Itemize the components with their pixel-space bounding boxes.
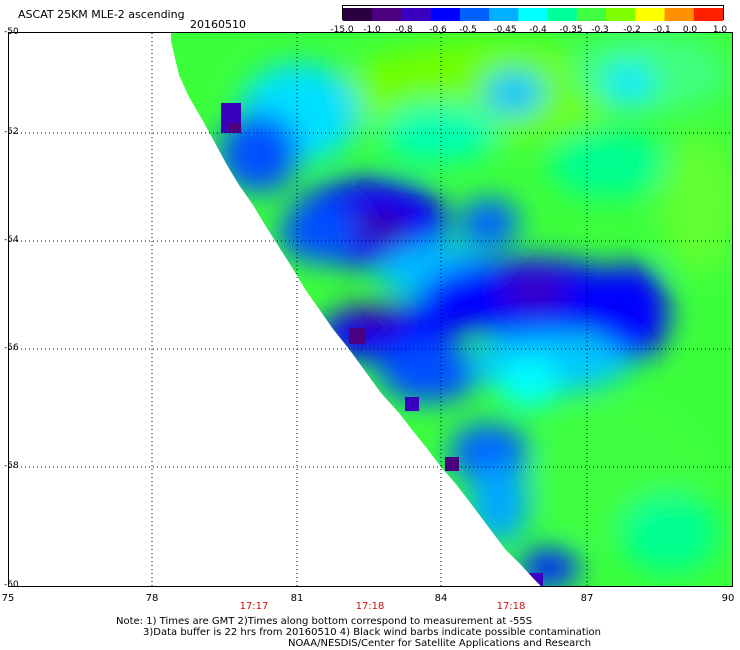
color-scale-label: -0.6 [429, 25, 447, 35]
color-scale-label: -0.8 [395, 25, 413, 35]
color-scale-gradient [343, 8, 724, 21]
color-scale-segment [459, 8, 490, 21]
map-plot-area[interactable] [8, 32, 733, 587]
map-grid [9, 33, 732, 586]
time-label: 17:18 [355, 601, 385, 612]
color-scale-label: -0.3 [591, 25, 609, 35]
color-scale-label: -0.5 [459, 25, 477, 35]
footnote-line-3: NOAA/NESDIS/Center for Satellite Applica… [288, 638, 592, 649]
color-scale-segment [664, 8, 695, 21]
color-scale-segment [693, 8, 724, 21]
latitude-label: -54 [4, 235, 19, 245]
color-scale-segment [343, 8, 373, 21]
latitude-label: -56 [4, 343, 19, 353]
color-scale-segment [372, 8, 403, 21]
wind-swath [171, 33, 732, 586]
longitude-label: 84 [434, 593, 448, 604]
color-scale-label: -0.2 [623, 25, 641, 35]
color-scale-segment [576, 8, 607, 21]
longitude-label: 78 [145, 593, 159, 604]
latitude-label: -52 [4, 127, 19, 137]
color-scale-segment [489, 8, 519, 21]
longitude-label: 87 [580, 593, 594, 604]
map-date: 20160510 [190, 18, 246, 31]
color-scale-segment [606, 8, 636, 21]
color-scale-bar [342, 5, 724, 21]
latitude-label: -60 [4, 580, 19, 590]
footnote-line-2: 3)Data buffer is 22 hrs from 20160510 4)… [143, 627, 601, 638]
footnote-line-1: Note: 1) Times are GMT 2)Times along bot… [116, 616, 533, 627]
color-scale-label: -15.0 [330, 25, 354, 35]
longitude-label: 81 [290, 593, 304, 604]
map-title: ASCAT 25KM MLE-2 ascending [18, 8, 185, 21]
color-scale-label: -1.0 [363, 25, 381, 35]
color-scale-segment [547, 8, 578, 21]
color-scale-label: -0.45 [493, 25, 517, 35]
longitude-label: 90 [721, 593, 735, 604]
color-scale-label: -0.1 [653, 25, 671, 35]
latitude-label: -58 [4, 461, 19, 471]
color-scale-segment [430, 8, 461, 21]
time-label: 17:17 [239, 601, 269, 612]
wind-field-map [9, 33, 732, 586]
color-scale-segment [518, 8, 549, 21]
color-scale-label: 1.0 [712, 25, 728, 35]
color-scale-label: -0.35 [559, 25, 583, 35]
color-scale-label: -0.4 [529, 25, 547, 35]
latitude-label: -50 [4, 27, 19, 37]
color-scale-segment [401, 8, 432, 21]
footnotes: Note: 1) Times are GMT 2)Times along bot… [116, 616, 601, 649]
color-scale-label: 0.0 [682, 25, 698, 35]
time-label: 17:18 [496, 601, 526, 612]
longitude-label: 75 [1, 593, 15, 604]
color-scale-segment [635, 8, 666, 21]
